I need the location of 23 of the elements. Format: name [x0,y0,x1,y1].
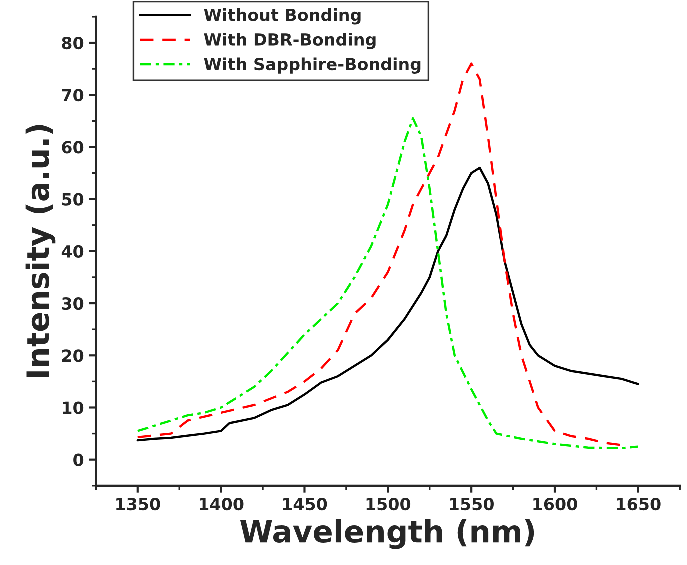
y-tick-label: 0 [74,454,84,466]
line-series [136,117,640,450]
legend-label: With DBR-Bonding [204,33,376,50]
x-tick-label: 1550 [450,498,494,511]
x-tick-label: 1350 [116,498,160,511]
y-tick-label: 60 [62,141,84,154]
y-axis-title: Intensity (a.u.) [26,125,56,378]
x-tick-label: 1600 [534,498,578,511]
y-tick-label: 20 [62,350,84,362]
y-tick-label: 70 [62,89,84,102]
x-tick-label: 1500 [366,498,411,511]
x-tick-label: 1400 [200,498,244,511]
x-tick-label: 1650 [617,498,661,511]
y-tick-label: 30 [62,297,84,310]
line-series [136,166,640,442]
x-tick-label: 1450 [283,498,328,511]
y-tick-label: 50 [62,193,84,206]
legend-label: Without Bonding [204,8,361,25]
x-axis-title: Wavelength (nm) [240,519,534,550]
y-tick-label: 40 [62,245,84,258]
y-tick-label: 80 [62,36,84,50]
y-tick-label: 10 [63,402,84,414]
legend-label: With Sapphire-Bonding [204,58,421,74]
